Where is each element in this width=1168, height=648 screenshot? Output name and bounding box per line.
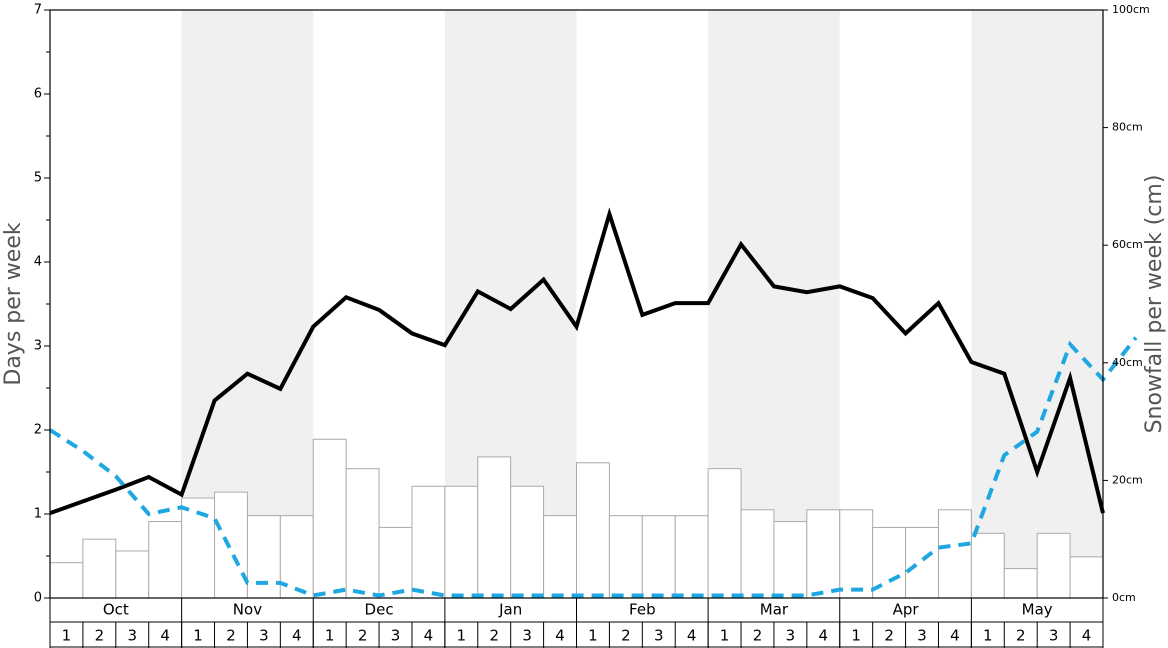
y2-tick-label: 40cm bbox=[1112, 356, 1143, 369]
week-label: 1 bbox=[720, 627, 730, 645]
bar bbox=[970, 532, 1005, 599]
bar bbox=[543, 515, 577, 599]
bar bbox=[510, 485, 545, 599]
week-label: 1 bbox=[62, 627, 72, 645]
week-label: 3 bbox=[391, 627, 401, 645]
week-label: 3 bbox=[917, 627, 927, 645]
month-label: Mar bbox=[760, 601, 789, 619]
bar bbox=[345, 468, 380, 599]
bar bbox=[641, 515, 676, 599]
bar bbox=[839, 509, 874, 599]
line-series bbox=[48, 336, 1138, 598]
week-label: 4 bbox=[687, 627, 697, 645]
week-label: 2 bbox=[1016, 627, 1026, 645]
week-label: 4 bbox=[292, 627, 302, 645]
y-tick-label: 5 bbox=[34, 171, 42, 186]
month-label: Oct bbox=[103, 601, 129, 619]
bar bbox=[1003, 568, 1038, 599]
month-label: Feb bbox=[629, 601, 656, 619]
bar bbox=[576, 462, 610, 599]
week-label: 3 bbox=[654, 627, 664, 645]
week-label: 4 bbox=[950, 627, 960, 645]
bar bbox=[1036, 532, 1071, 599]
week-label: 4 bbox=[1082, 627, 1092, 645]
bar bbox=[246, 515, 281, 599]
bar bbox=[148, 521, 183, 599]
week-label: 4 bbox=[424, 627, 434, 645]
y-tick-label: 4 bbox=[34, 255, 42, 270]
y-tick-label: 6 bbox=[34, 87, 42, 102]
bar bbox=[707, 468, 742, 599]
y2-tick-label: 80cm bbox=[1112, 121, 1143, 134]
y2-tick-label: 100cm bbox=[1112, 3, 1150, 16]
y-tick-label: 7 bbox=[34, 3, 42, 18]
bar bbox=[115, 550, 150, 599]
week-label: 2 bbox=[621, 627, 631, 645]
bar bbox=[378, 526, 413, 599]
week-label: 4 bbox=[819, 627, 829, 645]
week-label: 3 bbox=[127, 627, 137, 645]
bar bbox=[1069, 556, 1104, 599]
bar bbox=[82, 538, 117, 599]
week-label: 2 bbox=[95, 627, 105, 645]
week-label: 3 bbox=[1049, 627, 1059, 645]
bar bbox=[608, 515, 643, 599]
y2-tick-label: 20cm bbox=[1112, 473, 1143, 486]
y2-tick-label: 0cm bbox=[1112, 591, 1136, 604]
y-tick-label: 1 bbox=[34, 507, 42, 522]
bar bbox=[740, 509, 775, 599]
week-label: 4 bbox=[160, 627, 170, 645]
month-shade bbox=[971, 10, 1103, 598]
bar bbox=[411, 485, 446, 599]
bar bbox=[214, 491, 248, 599]
month-label: Dec bbox=[365, 601, 394, 619]
week-label: 2 bbox=[884, 627, 894, 645]
week-label: 1 bbox=[457, 627, 467, 645]
week-label: 3 bbox=[522, 627, 532, 645]
bar bbox=[477, 456, 512, 599]
week-label: 1 bbox=[193, 627, 203, 645]
bar bbox=[937, 509, 972, 599]
bar bbox=[444, 485, 479, 599]
week-label: 2 bbox=[489, 627, 499, 645]
month-label: Apr bbox=[893, 601, 920, 619]
y2-tick-label: 60cm bbox=[1112, 238, 1143, 251]
bar bbox=[905, 526, 939, 599]
week-label: 1 bbox=[851, 627, 861, 645]
bar bbox=[806, 509, 841, 599]
bar bbox=[674, 515, 709, 599]
y-axis-label: Days per week bbox=[1, 222, 26, 385]
y-tick-label: 2 bbox=[34, 423, 42, 438]
week-label: 2 bbox=[753, 627, 763, 645]
line-series bbox=[49, 207, 1105, 516]
week-label: 2 bbox=[358, 627, 368, 645]
week-label: 4 bbox=[555, 627, 565, 645]
week-label: 3 bbox=[786, 627, 796, 645]
y-tick-label: 3 bbox=[34, 339, 42, 354]
month-label: Nov bbox=[233, 601, 262, 619]
week-label: 1 bbox=[325, 627, 335, 645]
y-tick-label: 0 bbox=[34, 591, 42, 606]
bar bbox=[312, 438, 347, 599]
week-label: 2 bbox=[226, 627, 236, 645]
month-label: May bbox=[1022, 601, 1053, 619]
week-label: 1 bbox=[588, 627, 598, 645]
week-label: 1 bbox=[983, 627, 993, 645]
month-label: Jan bbox=[498, 601, 522, 619]
bar bbox=[773, 521, 808, 599]
y2-axis-label: Snowfall per week (cm) bbox=[1142, 175, 1167, 434]
bar bbox=[49, 562, 84, 599]
week-label: 3 bbox=[259, 627, 269, 645]
